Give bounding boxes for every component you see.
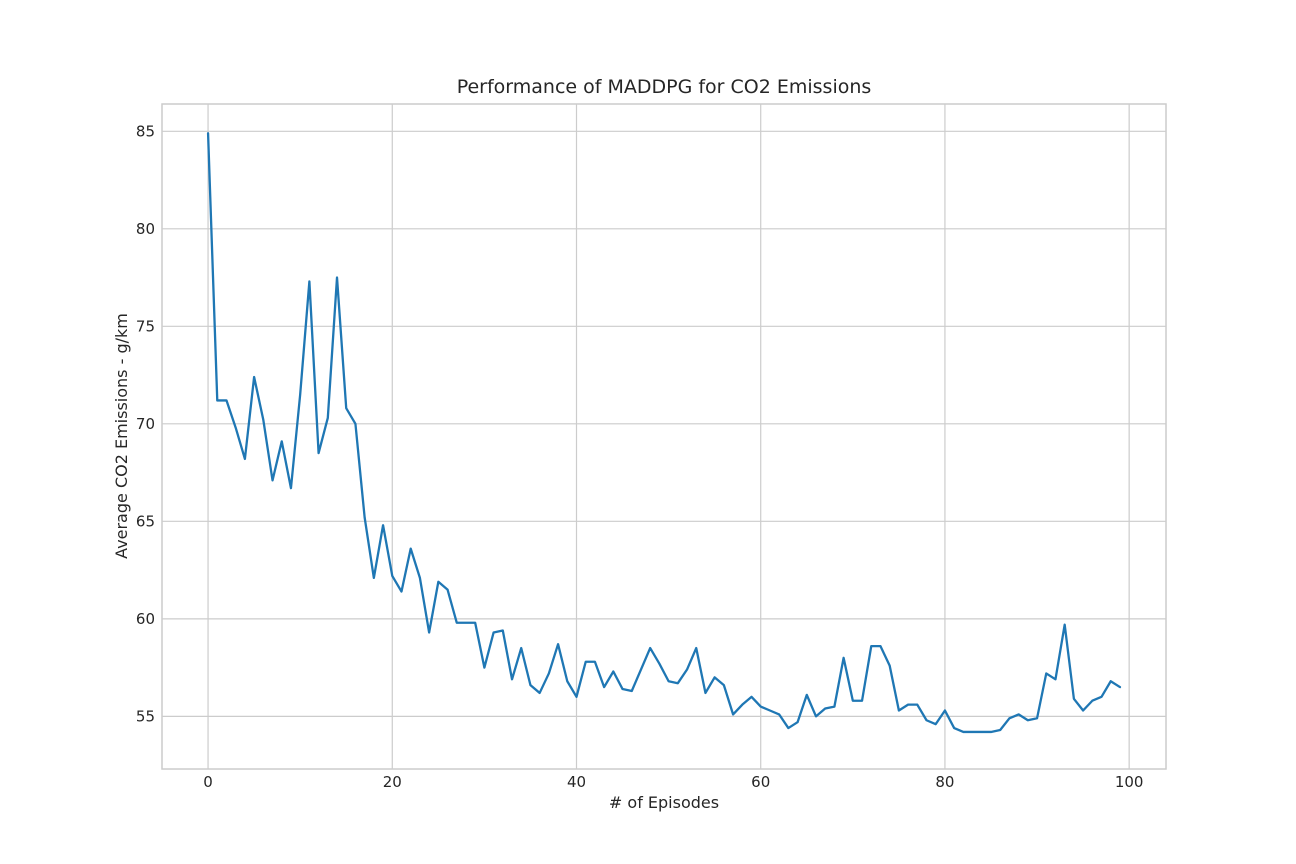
y-tick-label: 60	[136, 610, 155, 628]
co2-emissions-line	[206, 132, 1122, 734]
series-layer	[206, 132, 1122, 734]
x-tick-label: 100	[1115, 773, 1144, 791]
y-tick-label: 70	[136, 415, 155, 433]
x-tick-label: 0	[203, 773, 213, 791]
x-tick-label: 20	[383, 773, 402, 791]
x-tick-label: 80	[935, 773, 954, 791]
x-axis-ticks: 0 20 40 60 80 100	[203, 773, 1143, 791]
x-tick-label: 60	[751, 773, 770, 791]
x-tick-label: 40	[567, 773, 586, 791]
x-axis-label: # of Episodes	[609, 793, 719, 812]
y-tick-label: 65	[136, 512, 155, 530]
y-tick-label: 55	[136, 707, 155, 725]
y-axis-label: Average CO2 Emissions - g/km	[112, 313, 131, 559]
y-tick-label: 85	[136, 122, 155, 140]
y-tick-label: 75	[136, 317, 155, 335]
y-tick-label: 80	[136, 220, 155, 238]
chart-title: Performance of MADDPG for CO2 Emissions	[457, 76, 872, 98]
plot-area-frame	[161, 103, 1167, 770]
grid-lines	[162, 104, 1166, 769]
y-axis-ticks: 55 60 65 70 75 80 85	[136, 122, 155, 725]
